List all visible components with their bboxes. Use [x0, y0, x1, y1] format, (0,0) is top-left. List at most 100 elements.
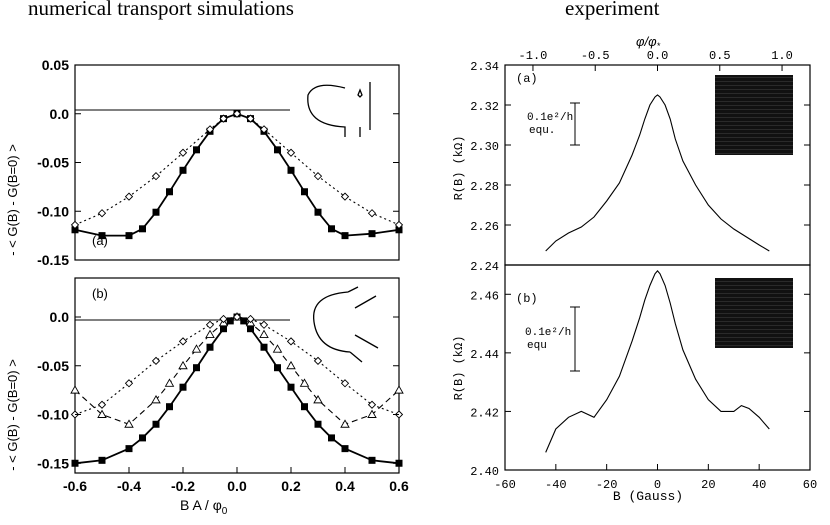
- sim-b-series-1-point: [286, 360, 296, 370]
- sim-b-xtick-label: -0.4: [117, 478, 141, 494]
- sim-b-series-2-line: [74, 316, 400, 416]
- sim-b-series-1-point: [97, 409, 107, 418]
- sim-b-series-0-point: [328, 434, 335, 442]
- exp-b-xtick-label: 60: [803, 478, 817, 492]
- sim-b-series-2-point: [340, 379, 350, 388]
- sim-a-series-0-point: [274, 146, 281, 154]
- sim-b-series-2-point: [246, 314, 255, 324]
- sim-a-ytick-label: -0.10: [37, 203, 69, 219]
- heading-experiment: experiment: [565, 0, 660, 20]
- sim-b-series-1-point: [272, 344, 283, 353]
- exp-a-toptick-label: -1.0: [519, 49, 548, 63]
- sim-a-series-1-point: [367, 209, 377, 218]
- sim-a-series-1-point: [259, 125, 269, 134]
- sim-b-series-0-point: [125, 445, 133, 453]
- exp-a-series-0-line: [545, 94, 770, 252]
- sim-a-series-0-point: [98, 232, 106, 240]
- sim-a-frame: [74, 64, 400, 261]
- sim-b-series-0-point: [240, 317, 248, 325]
- sim-b-series-0-point: [287, 383, 295, 391]
- sim-a-series-1-point: [232, 109, 242, 118]
- sim-b-series-2-point: [151, 356, 161, 366]
- exp-a-top-axis-label: φ/φ*: [636, 34, 661, 51]
- sim-b-series-2-point: [124, 379, 134, 388]
- sim-a-series-1-point: [394, 220, 404, 230]
- exp-a-toptick-label: 1.0: [771, 49, 793, 63]
- sim-a-geometry-icon: [307, 82, 371, 137]
- sim-a-series-1-point: [205, 125, 215, 134]
- sim-a-series-0-line: [74, 112, 400, 237]
- sim-b-series-1-point: [340, 419, 350, 428]
- exp-a-ytick-label: 2.24: [470, 260, 499, 274]
- sim-a-ytick-label: 0.0: [50, 106, 70, 122]
- sim-b-series-1-point: [191, 344, 202, 353]
- sim-b-series-1-point: [124, 419, 134, 428]
- exp-a-ytick-label: 2.28: [470, 180, 499, 194]
- sim-b-series-2-point: [205, 320, 215, 329]
- sim-b-series-0-point: [179, 383, 187, 391]
- exp-b-xlabel: B (Gauss): [613, 489, 683, 504]
- sim-b-series-1-point: [299, 378, 310, 387]
- sim-a-ytick-label: -0.05: [37, 155, 69, 171]
- sim-a-series-0-point: [139, 225, 146, 233]
- exp-a-device-image: [715, 75, 793, 155]
- exp-a-scale-label-2: equ.: [529, 125, 555, 137]
- sim-b-ytick-label: -0.05: [37, 358, 69, 374]
- sim-b-ytick-label: 0.0: [50, 309, 70, 325]
- sim-b-series-0-point: [152, 420, 160, 428]
- exp-b-ytick-label: 2.40: [470, 465, 499, 479]
- sim-b-xtick-label: 0.0: [227, 478, 247, 494]
- sim-b-ytick-label: -0.15: [37, 455, 69, 471]
- exp-panel-a: (a) 0.1e²/h equ. 2.34 2.32 2.30 2.28 2.26 2.2…: [470, 34, 811, 274]
- sim-b-series-1-point: [164, 378, 175, 387]
- sim-b-series-0-point: [206, 343, 214, 351]
- sim-b-series-0-point: [341, 445, 349, 453]
- sim-a-series-1-point: [124, 192, 134, 201]
- sim-b-series-0-point: [274, 364, 281, 372]
- sim-b-series-0-point: [247, 325, 254, 333]
- sim-b-series-2-point: [178, 337, 188, 346]
- sim-a-ylabel: - < G(B) - G(B=0) >: [5, 144, 20, 256]
- sim-a-ytick-label: -0.15: [37, 252, 69, 268]
- sim-a-series-1-point: [97, 209, 107, 218]
- sim-b-xtick-label: 0.2: [281, 478, 301, 494]
- sim-a-series-0-point: [166, 188, 173, 196]
- sim-a-series-0-point: [193, 146, 200, 154]
- sim-a-series-0-point: [328, 225, 335, 233]
- sim-b-series-0-point: [193, 364, 200, 372]
- exp-b-scale-label-1: 0.1e²/h: [525, 327, 571, 339]
- exp-a-ytick-label: 2.30: [470, 140, 499, 154]
- sim-b-series-1-point: [70, 385, 80, 394]
- sim-b-series-0-point: [301, 403, 308, 411]
- heading-simulations: numerical transport simulations: [28, 0, 294, 20]
- sim-panel-a: (a) 0.050.0-0.05-0.10-0.15: [37, 57, 404, 268]
- sim-b-series-0-point: [368, 456, 376, 464]
- sim-b-series-1-point: [394, 385, 404, 394]
- sim-b-series-0-line: [74, 315, 400, 465]
- sim-a-series-0-point: [287, 166, 295, 174]
- sim-b-xtick-label: -0.2: [171, 478, 195, 494]
- sim-b-frame: [74, 277, 400, 474]
- sim-b-series-1-point: [367, 409, 377, 418]
- exp-a-toptick-label: -0.5: [581, 49, 610, 63]
- sim-a-series-0-point: [341, 232, 349, 240]
- sim-a-series-1-point: [219, 114, 228, 123]
- sim-b-series-1-point: [313, 394, 323, 404]
- exp-b-ytick-label: 2.42: [470, 406, 499, 420]
- sim-b-xtick-label: 0.6: [389, 478, 409, 494]
- sim-a-series-1-point: [286, 148, 296, 157]
- sim-b-series-1-point: [205, 329, 215, 338]
- sim-b-xtick-label: 0.4: [335, 478, 355, 494]
- sim-a-series-0-point: [179, 166, 187, 174]
- exp-b-xtick-label: -40: [545, 478, 567, 492]
- sim-b-series-0-point: [314, 420, 322, 428]
- exp-b-xtick-label: 20: [701, 478, 715, 492]
- sim-a-series-1-point: [340, 192, 350, 201]
- sim-a-series-1-point: [313, 172, 323, 181]
- sim-a-series-0-point: [314, 208, 322, 216]
- sim-a-series-1-line: [74, 113, 400, 226]
- exp-a-scale-label-1: 0.1e²/h: [527, 112, 573, 124]
- sim-a-series-0-point: [152, 208, 160, 216]
- sim-b-series-2-point: [219, 314, 228, 324]
- exp-a-toptick-label: 0.5: [709, 49, 731, 63]
